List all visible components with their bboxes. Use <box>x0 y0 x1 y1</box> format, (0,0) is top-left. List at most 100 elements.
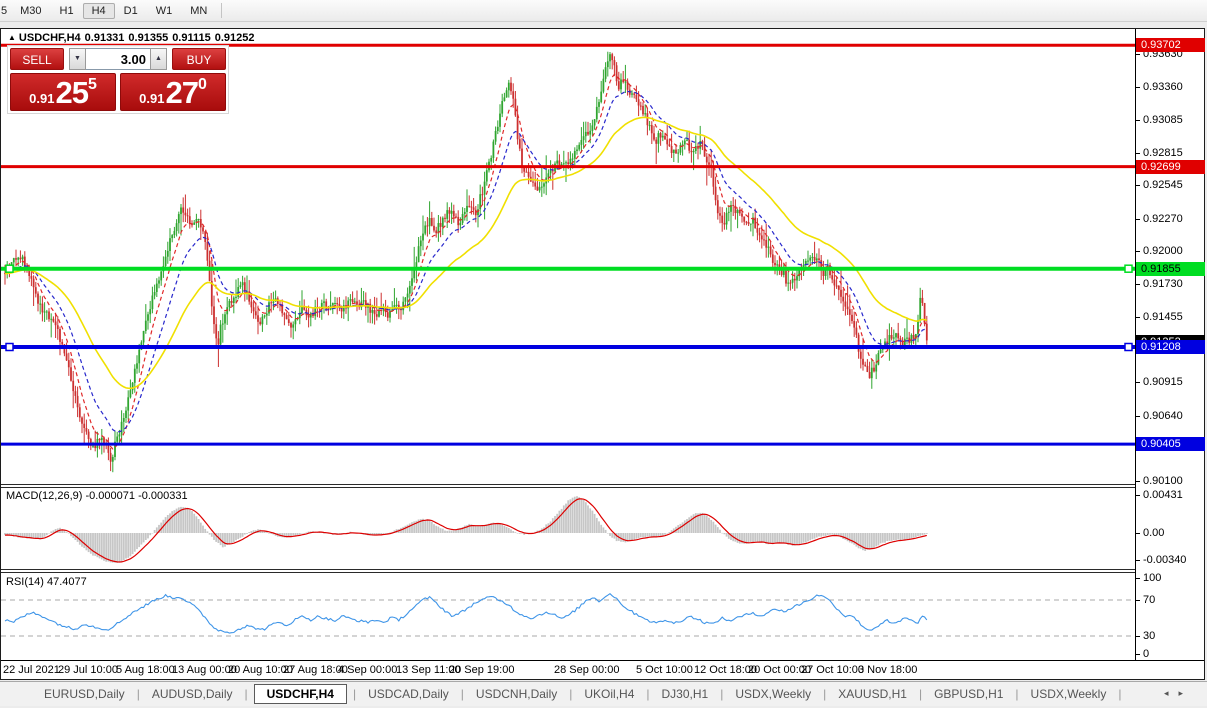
time-tick: 27 Aug 18:00 <box>283 664 348 676</box>
tab-separator: | <box>646 687 650 701</box>
time-tick: 13 Sep 11:00 <box>396 664 461 676</box>
volume-input[interactable] <box>86 48 150 70</box>
price-tick: 0.90915 <box>1143 376 1183 388</box>
macd-axis-tick: -0.00340 <box>1143 554 1187 566</box>
toolbar-separator <box>221 3 223 18</box>
tab-xauusd-h1[interactable]: XAUUSD,H1 <box>838 687 907 701</box>
chart-window: ▲ USDCHF,H4 0.91331 0.91355 0.91115 0.91252 S… <box>0 28 1205 680</box>
line-handle[interactable] <box>5 264 14 273</box>
tab-separator: | <box>1118 687 1122 701</box>
price-line-label-0.91208: 0.91208 <box>1136 340 1205 354</box>
price-chart-canvas[interactable] <box>1 29 1135 484</box>
pane-splitter[interactable] <box>1 484 1204 488</box>
macd-tick-dash <box>1136 495 1140 496</box>
tab-usdchf-h4[interactable]: USDCHF,H4 <box>253 684 347 704</box>
price-line-label-0.92699: 0.92699 <box>1136 160 1205 174</box>
collapse-triangle-icon[interactable]: ▲ <box>8 33 16 42</box>
ohlc-high: 0.91355 <box>128 32 169 44</box>
buy-price-button[interactable]: 0.91 27 0 <box>120 73 226 111</box>
buy-price-prefix: 0.91 <box>139 90 165 106</box>
tab-scroll-right-icon[interactable]: ▸ <box>1178 688 1193 698</box>
toolbar-period-mn[interactable]: MN <box>190 4 208 17</box>
rsi-tick-dash <box>1136 654 1140 655</box>
time-tick: 27 Oct 10:00 <box>801 664 864 676</box>
tab-separator: | <box>136 687 140 701</box>
price-scale[interactable]: 0.93630 0.93360 0.93085 0.92815 0.92545 0.922… <box>1135 29 1205 660</box>
line-handle[interactable] <box>5 342 14 352</box>
line-handle[interactable] <box>1124 264 1133 273</box>
candles <box>4 51 928 473</box>
time-tick: 4 Sep 00:00 <box>338 664 398 676</box>
tab-scroll-left-icon[interactable]: ◂ <box>1163 688 1179 698</box>
rsi-line <box>4 592 928 634</box>
tab-usdx-weekly[interactable]: USDX,Weekly <box>735 687 812 701</box>
price-tick: 0.90100 <box>1143 475 1183 487</box>
tab-eurusd-daily[interactable]: EURUSD,Daily <box>44 687 125 701</box>
macd-indicator-canvas[interactable] <box>1 487 1135 569</box>
price-tick-dash <box>1136 153 1140 154</box>
volume-decrease-button[interactable]: ▼ <box>69 48 86 70</box>
sell-button[interactable]: SELL <box>10 48 64 70</box>
toolbar-period-d1[interactable]: D1 <box>123 4 138 17</box>
sell-price-button[interactable]: 0.91 25 5 <box>10 73 116 111</box>
tab-usdcnh-daily[interactable]: USDCNH,Daily <box>475 687 558 701</box>
macd-tick-dash <box>1136 533 1140 534</box>
rsi-axis-tick: 70 <box>1143 594 1156 606</box>
price-tick: 0.93085 <box>1143 114 1183 126</box>
chart-header: ▲ USDCHF,H4 0.91331 0.91355 0.91115 0.91252 <box>8 32 259 44</box>
rsi-axis-tick: 0 <box>1143 648 1150 660</box>
ohlc-low: 0.91115 <box>172 32 211 44</box>
tab-separator: | <box>244 687 248 701</box>
tab-gbpusd-h1[interactable]: GBPUSD,H1 <box>934 687 1004 701</box>
price-tick: 0.92270 <box>1143 213 1183 225</box>
price-tick-dash <box>1136 251 1140 252</box>
tab-separator: | <box>352 687 357 701</box>
toolbar-period-5[interactable]: 5 <box>1 4 8 17</box>
tab-separator: | <box>569 687 573 701</box>
toolbar-period-w1[interactable]: W1 <box>155 4 173 17</box>
buy-price-point: 0 <box>197 76 207 93</box>
tab-usdcad-daily[interactable]: USDCAD,Daily <box>368 687 449 701</box>
buy-button[interactable]: BUY <box>172 48 226 70</box>
moving-average-8 <box>4 73 928 450</box>
line-handle[interactable] <box>1124 342 1133 352</box>
macd-histogram <box>4 496 928 563</box>
price-tick-dash <box>1136 185 1140 186</box>
tab-separator: | <box>720 687 724 701</box>
tab-dj30-h1[interactable]: DJ30,H1 <box>661 687 709 701</box>
chart-tab-bar: EURUSD,Daily | AUDUSD,Daily | USDCHF,H4 | USDC… <box>0 681 1207 706</box>
tab-scroll-arrows[interactable]: ◂▸ <box>1164 688 1193 699</box>
sell-price-pips: 25 <box>55 74 88 110</box>
toolbar-period-h1[interactable]: H1 <box>59 4 74 17</box>
time-tick: 12 Oct 18:00 <box>694 664 757 676</box>
time-tick: 29 Jul 10:00 <box>58 664 118 676</box>
price-tick-dash <box>1136 219 1140 220</box>
rsi-tick-dash <box>1136 600 1140 601</box>
moving-average-48 <box>4 116 928 390</box>
time-scale[interactable]: 22 Jul 2021 29 Jul 10:00 5 Aug 18:00 13 Aug… <box>1 660 1204 679</box>
one-click-trading-panel: SELL ▼ ▲ BUY 0.91 25 5 0.91 27 0 <box>7 45 229 114</box>
price-tick: 0.92815 <box>1143 147 1183 159</box>
volume-increase-button[interactable]: ▲ <box>150 48 167 70</box>
price-tick: 0.91455 <box>1143 311 1183 323</box>
rsi-axis-tick: 30 <box>1143 630 1156 642</box>
tab-ukoil-h4[interactable]: UKOil,H4 <box>584 687 635 701</box>
tab-audusd-daily[interactable]: AUDUSD,Daily <box>151 687 233 701</box>
price-tick-dash <box>1136 416 1140 417</box>
pane-splitter[interactable] <box>1 569 1204 573</box>
tab-separator: | <box>1015 687 1019 701</box>
price-tick-dash <box>1136 481 1140 482</box>
price-tick: 0.90640 <box>1143 410 1183 422</box>
price-tick: 0.93360 <box>1143 81 1183 93</box>
time-tick: 5 Oct 10:00 <box>636 664 693 676</box>
tab-separator: | <box>460 687 464 701</box>
tab-separator: | <box>918 687 923 701</box>
macd-axis-tick: 0.00431 <box>1143 489 1183 501</box>
macd-tick-dash <box>1136 560 1140 561</box>
macd-label: MACD(12,26,9) -0.000071 -0.000331 <box>6 490 188 502</box>
toolbar-period-m30[interactable]: M30 <box>20 4 42 17</box>
price-tick-dash <box>1136 120 1140 121</box>
rsi-indicator-canvas[interactable] <box>1 573 1135 660</box>
toolbar-period-h4[interactable]: H4 <box>82 2 115 19</box>
tab-usdx-weekly[interactable]: USDX,Weekly <box>1030 687 1107 701</box>
